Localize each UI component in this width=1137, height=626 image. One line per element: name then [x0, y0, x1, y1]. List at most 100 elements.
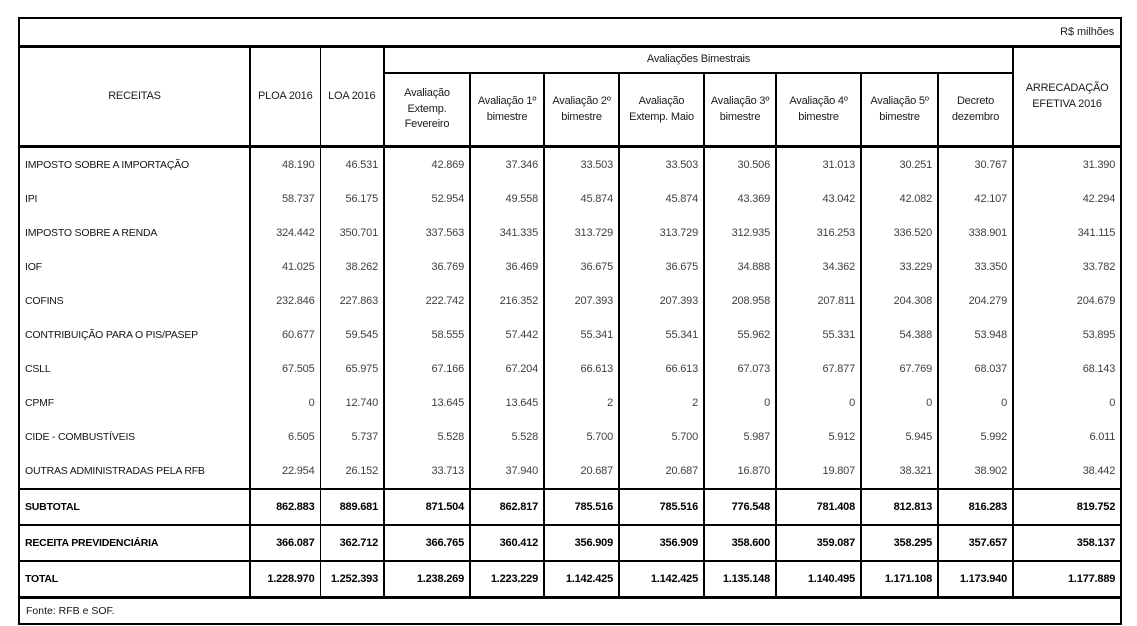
column-header-avaliacao-3-bimestre: Avaliação 3º bimestre [703, 73, 776, 148]
cell-value: 16.870 [703, 454, 776, 489]
cell-value: 46.531 [319, 146, 384, 182]
row-label: IOF [25, 261, 42, 273]
summary-row: RECEITA PREVIDENCIÁRIA 366.087 362.712 366.… [19, 524, 1122, 562]
cell-value: 359.087 [775, 524, 861, 562]
cell-value: 20.687 [543, 454, 619, 489]
cell-value: 37.346 [469, 146, 544, 182]
cell-value: 6.505 [249, 420, 320, 454]
column-header-decreto-dezembro: Decreto dezembro [937, 73, 1013, 148]
cell-value: 324.442 [249, 216, 320, 250]
cell-value: 57.442 [469, 318, 544, 352]
column-header-loa-2016: LOA 2016 [319, 46, 384, 148]
cell-value: 204.308 [860, 284, 938, 318]
cell-value: 67.505 [249, 352, 320, 386]
table-row: CSLL 67.505 65.975 67.166 67.204 66.613 66.613… [19, 352, 1122, 386]
header-sub-row: Avaliação Extemp. Fevereiro Avaliação 1º… [19, 73, 1121, 148]
cell-value: 1.140.495 [775, 560, 861, 599]
cell-value: 785.516 [543, 488, 619, 526]
cell-value: 216.352 [469, 284, 544, 318]
cell-value: 54.388 [860, 318, 938, 352]
column-header-avaliacao-2-bimestre: Avaliação 2º bimestre [543, 73, 619, 148]
row-label: IPI [25, 193, 38, 205]
row-label: OUTRAS ADMINISTRADAS PELA RFB [25, 465, 205, 477]
cell-value: 356.909 [543, 524, 619, 562]
cell-value: 366.087 [249, 524, 320, 562]
column-header-avaliacao-4-bimestre: Avaliação 4º bimestre [775, 73, 861, 148]
cell-value: 1.177.889 [1011, 560, 1122, 599]
cell-value: 776.548 [703, 488, 776, 526]
cell-value: 889.681 [319, 488, 384, 526]
cell-value: 31.013 [775, 146, 861, 182]
cell-value: 53.948 [937, 318, 1013, 352]
cell-value: 66.613 [543, 352, 619, 386]
cell-value: 0 [775, 386, 861, 420]
cell-value: 22.954 [249, 454, 320, 489]
row-label: SUBTOTAL [19, 488, 250, 526]
table-row: IMPOSTO SOBRE A RENDA 324.442 350.701 337.5… [19, 216, 1122, 250]
cell-value: 2 [543, 386, 619, 420]
cell-value: 5.528 [383, 420, 470, 454]
table-row: IOF 41.025 38.262 36.769 36.469 36.675 36.675 3… [19, 250, 1122, 284]
revenue-table: R$ milhões RECEITAS PLOA 2016 LOA 2016 A… [18, 17, 1123, 625]
cell-value: 350.701 [319, 216, 384, 250]
unit-label: R$ milhões [19, 18, 1122, 48]
cell-value: 360.412 [469, 524, 544, 562]
cell-value: 43.369 [703, 182, 776, 216]
cell-value: 36.469 [469, 250, 544, 284]
summary-row: SUBTOTAL 862.883 889.681 871.504 862.817 785.… [19, 488, 1122, 526]
source-row: Fonte: RFB e SOF. [19, 596, 1122, 624]
cell-value: 13.645 [469, 386, 544, 420]
cell-value: 819.752 [1011, 488, 1122, 526]
row-label: CONTRIBUIÇÃO PARA O PIS/PASEP [25, 329, 198, 341]
header-group-row: RECEITAS PLOA 2016 LOA 2016 Avaliações B… [19, 46, 1122, 148]
cell-value: 43.042 [775, 182, 861, 216]
cell-value: 65.975 [319, 352, 384, 386]
cell-value: 312.935 [703, 216, 776, 250]
cell-value: 316.253 [775, 216, 861, 250]
cell-value: 0 [860, 386, 938, 420]
cell-value: 204.279 [937, 284, 1013, 318]
cell-value: 781.408 [775, 488, 861, 526]
table-row: IPI 58.737 56.175 52.954 49.558 45.874 45.874 4… [19, 182, 1122, 216]
cell-value: 53.895 [1011, 318, 1122, 352]
table-row: COFINS 232.846 227.863 222.742 216.352 207.39… [19, 284, 1122, 318]
cell-value: 34.362 [775, 250, 861, 284]
cell-value: 1.228.970 [249, 560, 320, 599]
cell-value: 68.037 [937, 352, 1013, 386]
cell-value: 313.729 [618, 216, 704, 250]
cell-value: 5.992 [937, 420, 1013, 454]
cell-value: 41.025 [249, 250, 320, 284]
cell-value: 36.675 [618, 250, 704, 284]
cell-value: 19.807 [775, 454, 861, 489]
cell-value: 341.115 [1011, 216, 1122, 250]
cell-value: 31.390 [1011, 146, 1122, 182]
cell-value: 55.331 [775, 318, 861, 352]
cell-value: 338.901 [937, 216, 1013, 250]
cell-value: 341.335 [469, 216, 544, 250]
cell-value: 5.528 [469, 420, 544, 454]
cell-value: 0 [937, 386, 1013, 420]
cell-value: 366.765 [383, 524, 470, 562]
cell-value: 33.782 [1011, 250, 1122, 284]
cell-value: 1.238.269 [383, 560, 470, 599]
group-header-avaliacoes-bimestrais: Avaliações Bimestrais [383, 46, 1013, 74]
cell-value: 357.657 [937, 524, 1013, 562]
row-label: CIDE - COMBUSTÍVEIS [25, 431, 135, 443]
cell-value: 336.520 [860, 216, 938, 250]
cell-value: 6.011 [1011, 420, 1122, 454]
cell-value: 58.555 [383, 318, 470, 352]
table-row: CIDE - COMBUSTÍVEIS 6.505 5.737 5.528 5.528 5… [19, 420, 1122, 454]
cell-value: 67.877 [775, 352, 861, 386]
table-header: R$ milhões RECEITAS PLOA 2016 LOA 2016 A… [19, 18, 1122, 148]
cell-value: 56.175 [319, 182, 384, 216]
table-body: IMPOSTO SOBRE A IMPORTAÇÃO 48.190 46.531 42… [19, 146, 1122, 599]
cell-value: 5.737 [319, 420, 384, 454]
cell-value: 38.321 [860, 454, 938, 489]
cell-value: 59.545 [319, 318, 384, 352]
cell-value: 36.769 [383, 250, 470, 284]
cell-value: 33.350 [937, 250, 1013, 284]
cell-value: 58.737 [249, 182, 320, 216]
row-label: RECEITA PREVIDENCIÁRIA [19, 524, 250, 562]
cell-value: 68.143 [1011, 352, 1122, 386]
cell-value: 204.679 [1011, 284, 1122, 318]
